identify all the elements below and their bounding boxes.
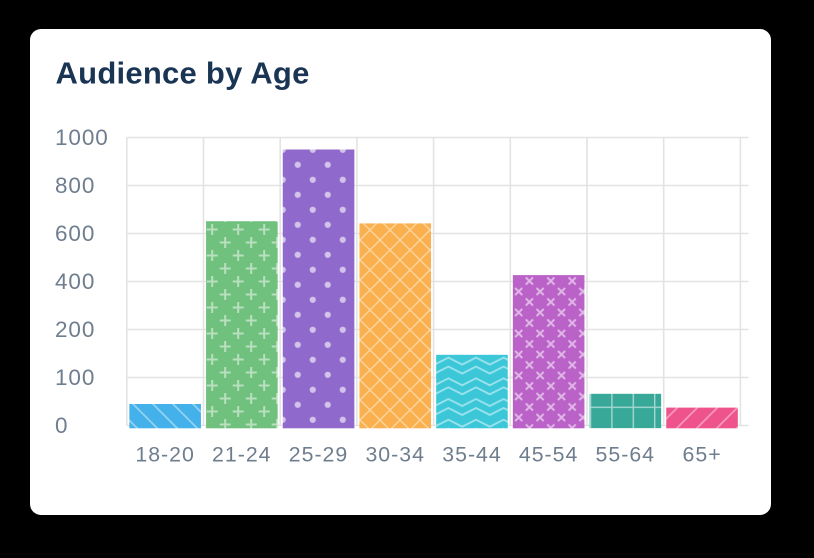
svg-text:55-64: 55-64 bbox=[596, 442, 655, 466]
svg-text:400: 400 bbox=[55, 269, 95, 294]
svg-text:21-24: 21-24 bbox=[212, 442, 271, 466]
svg-text:200: 200 bbox=[55, 317, 95, 342]
svg-text:25-29: 25-29 bbox=[289, 442, 348, 466]
svg-text:30-34: 30-34 bbox=[365, 442, 424, 466]
svg-text:0: 0 bbox=[55, 413, 68, 438]
svg-text:35-44: 35-44 bbox=[442, 442, 501, 466]
svg-text:600: 600 bbox=[55, 221, 95, 246]
svg-text:18-20: 18-20 bbox=[135, 442, 194, 466]
svg-text:65+: 65+ bbox=[683, 442, 722, 466]
svg-text:800: 800 bbox=[55, 173, 95, 198]
svg-text:1000: 1000 bbox=[55, 125, 109, 150]
svg-text:100: 100 bbox=[55, 365, 95, 390]
svg-text:45-54: 45-54 bbox=[519, 442, 578, 466]
svg-text:Audience by Age: Audience by Age bbox=[56, 56, 310, 91]
